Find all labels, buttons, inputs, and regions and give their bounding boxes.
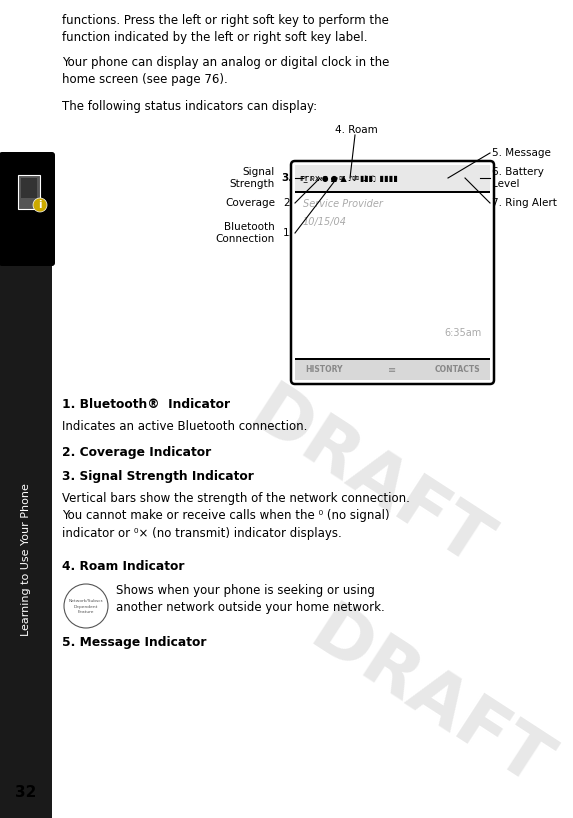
Text: 4. Roam Indicator: 4. Roam Indicator — [62, 560, 185, 573]
Text: Indicates an active Bluetooth connection.: Indicates an active Bluetooth connection… — [62, 420, 307, 433]
Text: 2. Coverage Indicator: 2. Coverage Indicator — [62, 446, 211, 459]
Text: ᴦᴦᴦ אx ● ▲  ✉ ♫♫ ▮▮▮▮: ᴦᴦᴦ אx ● ▲ ✉ ♫♫ ▮▮▮▮ — [300, 173, 398, 182]
Bar — [295, 165, 490, 191]
Bar — [295, 191, 490, 192]
Text: ≡: ≡ — [388, 365, 397, 375]
Text: 6. Battery
Level: 6. Battery Level — [492, 167, 544, 189]
Text: 32: 32 — [15, 785, 37, 800]
Bar — [295, 358, 490, 380]
Text: 1.: 1. — [283, 228, 293, 238]
Text: Learning to Use Your Phone: Learning to Use Your Phone — [21, 483, 31, 636]
Text: 5. Message Indicator: 5. Message Indicator — [62, 636, 206, 649]
Text: DRAFT: DRAFT — [298, 597, 562, 802]
Circle shape — [33, 198, 47, 212]
Text: Vertical bars show the strength of the network connection.
You cannot make or re: Vertical bars show the strength of the n… — [62, 492, 410, 540]
Circle shape — [64, 584, 108, 628]
Text: 7. Ring Alert: 7. Ring Alert — [492, 198, 557, 208]
Text: Service Provider: Service Provider — [303, 199, 383, 209]
Text: Network/Subscr.: Network/Subscr. — [68, 599, 104, 603]
Bar — [18, 175, 40, 209]
Text: Coverage: Coverage — [225, 198, 275, 208]
Text: Feature: Feature — [78, 610, 94, 614]
Text: 5. Message: 5. Message — [492, 148, 551, 158]
Text: rᵖ̲̲̲̲ אx ● ▲ ✉ ♪♪ ▮▮▮: rᵖ̲̲̲̲ אx ● ▲ ✉ ♪♪ ▮▮▮ — [301, 174, 373, 183]
Text: 10/15/04: 10/15/04 — [303, 217, 347, 227]
Text: 3. Signal Strength Indicator: 3. Signal Strength Indicator — [62, 470, 254, 483]
Text: DRAFT: DRAFT — [238, 377, 502, 582]
Text: Signal
Strength: Signal Strength — [230, 167, 275, 189]
Text: HISTORY: HISTORY — [305, 366, 343, 375]
Text: functions. Press the left or right soft key to perform the
function indicated by: functions. Press the left or right soft … — [62, 14, 389, 44]
Text: Bluetooth
Connection: Bluetooth Connection — [216, 222, 275, 245]
Text: Shows when your phone is seeking or using
another network outside your home netw: Shows when your phone is seeking or usin… — [116, 584, 384, 614]
Text: The following status indicators can display:: The following status indicators can disp… — [62, 100, 317, 113]
Text: 3.: 3. — [282, 173, 293, 183]
FancyBboxPatch shape — [0, 152, 55, 266]
Text: Your phone can display an analog or digital clock in the
home screen (see page 7: Your phone can display an analog or digi… — [62, 56, 390, 87]
Bar — [0, 160, 52, 818]
Bar — [295, 358, 490, 359]
Text: CONTACTS: CONTACTS — [434, 366, 480, 375]
Text: 1. Bluetooth®  Indicator: 1. Bluetooth® Indicator — [62, 398, 230, 411]
Text: 4. Roam: 4. Roam — [335, 125, 378, 135]
Text: Dependent: Dependent — [74, 605, 98, 609]
FancyBboxPatch shape — [291, 161, 494, 384]
Text: i: i — [38, 200, 42, 210]
Bar — [21, 178, 37, 198]
Text: 2.: 2. — [283, 198, 293, 208]
Text: 6:35am: 6:35am — [445, 328, 482, 338]
